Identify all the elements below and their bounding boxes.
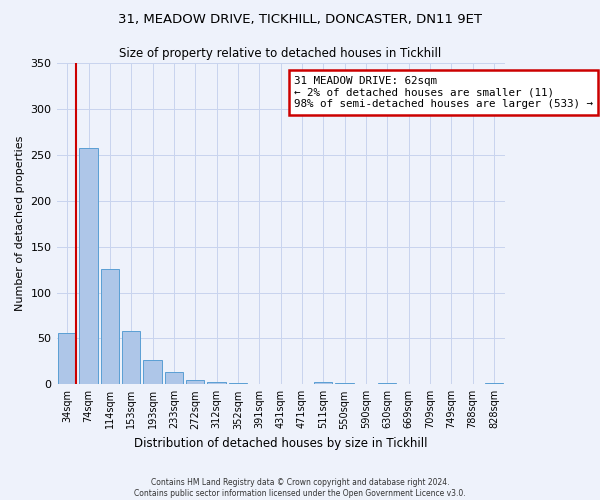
Bar xyxy=(143,360,161,384)
Bar xyxy=(314,382,332,384)
Bar xyxy=(101,268,119,384)
X-axis label: Distribution of detached houses by size in Tickhill: Distribution of detached houses by size … xyxy=(134,437,427,450)
Text: 31 MEADOW DRIVE: 62sqm
← 2% of detached houses are smaller (11)
98% of semi-deta: 31 MEADOW DRIVE: 62sqm ← 2% of detached … xyxy=(294,76,593,109)
Y-axis label: Number of detached properties: Number of detached properties xyxy=(15,136,25,312)
Bar xyxy=(79,148,98,384)
Text: Contains HM Land Registry data © Crown copyright and database right 2024.
Contai: Contains HM Land Registry data © Crown c… xyxy=(134,478,466,498)
Bar xyxy=(122,331,140,384)
Bar xyxy=(165,372,183,384)
Title: Size of property relative to detached houses in Tickhill: Size of property relative to detached ho… xyxy=(119,48,442,60)
Bar xyxy=(186,380,204,384)
Bar xyxy=(208,382,226,384)
Bar xyxy=(58,333,76,384)
Text: 31, MEADOW DRIVE, TICKHILL, DONCASTER, DN11 9ET: 31, MEADOW DRIVE, TICKHILL, DONCASTER, D… xyxy=(118,12,482,26)
